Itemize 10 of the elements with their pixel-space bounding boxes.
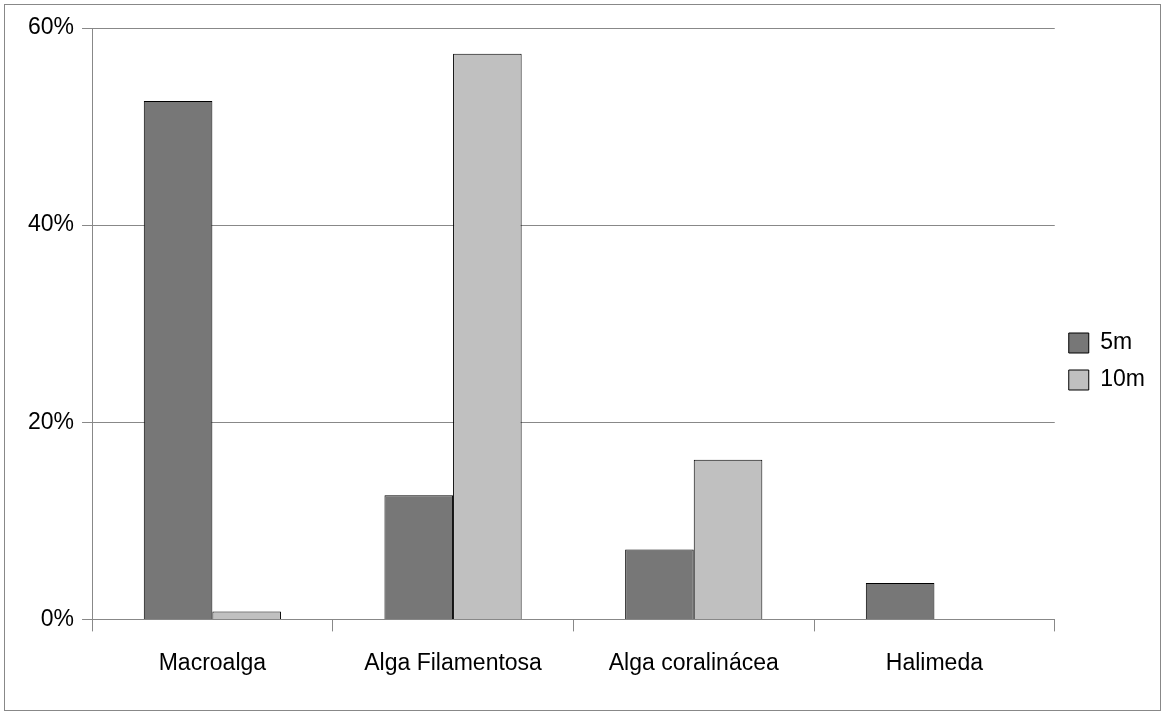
- x-tick-label: Alga Filamentosa: [364, 648, 543, 675]
- legend-label: 5m: [1100, 328, 1133, 355]
- y-tick-label: 40%: [27, 210, 75, 237]
- y-tick-label: 60%: [27, 13, 75, 40]
- legend-label: 10m: [1100, 365, 1146, 392]
- x-tick-label: Halimeda: [885, 648, 984, 675]
- x-tick-label: Alga coralinácea: [608, 648, 779, 675]
- y-tick-label: 0%: [40, 604, 75, 631]
- x-tick-label: Macroalga: [158, 648, 267, 675]
- y-tick-label: 20%: [27, 407, 75, 434]
